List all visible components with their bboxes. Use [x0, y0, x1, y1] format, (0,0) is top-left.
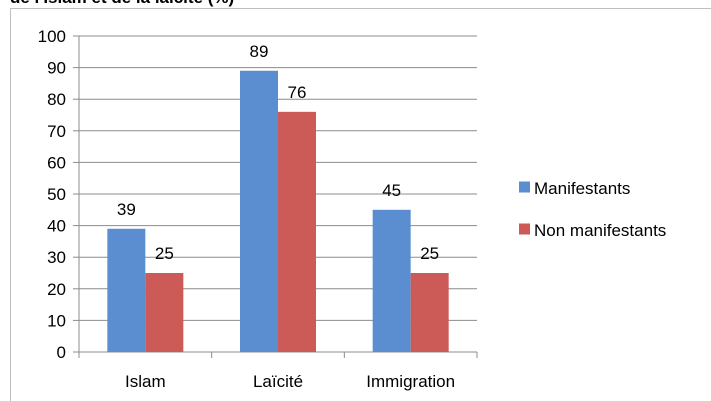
y-tick-label: 90	[47, 59, 66, 78]
y-tick-label: 60	[47, 153, 66, 172]
y-tick-label: 30	[47, 248, 66, 267]
y-tick-label: 20	[47, 280, 66, 299]
bar-non-manifestants	[411, 273, 449, 352]
x-category-label: Laïcité	[253, 372, 303, 391]
y-tick-label: 70	[47, 122, 66, 141]
y-tick-label: 100	[38, 27, 66, 46]
y-tick-label: 0	[57, 343, 66, 362]
y-tick-label: 40	[47, 217, 66, 236]
bar-manifestants	[107, 229, 145, 352]
legend-swatch	[519, 182, 530, 193]
data-label: 76	[288, 83, 307, 102]
bar-non-manifestants	[145, 273, 183, 352]
legend: Manifestants Non manifestants	[519, 179, 666, 240]
x-category-label: Islam	[125, 372, 166, 391]
bar-non-manifestants	[278, 112, 316, 352]
data-label: 89	[250, 42, 269, 61]
y-tick-label: 80	[47, 90, 66, 109]
bar-manifestants	[240, 71, 278, 352]
data-label: 39	[117, 200, 136, 219]
data-label: 45	[382, 181, 401, 200]
legend-swatch	[519, 224, 530, 235]
x-category-label: Immigration	[366, 372, 455, 391]
legend-label: Manifestants	[534, 179, 630, 198]
y-tick-label: 10	[47, 311, 66, 330]
bars	[107, 71, 448, 352]
y-tick-label: 50	[47, 185, 66, 204]
bar-manifestants	[373, 210, 411, 352]
data-label: 25	[155, 244, 174, 263]
legend-label: Non manifestants	[534, 221, 666, 240]
data-label: 25	[420, 244, 439, 263]
